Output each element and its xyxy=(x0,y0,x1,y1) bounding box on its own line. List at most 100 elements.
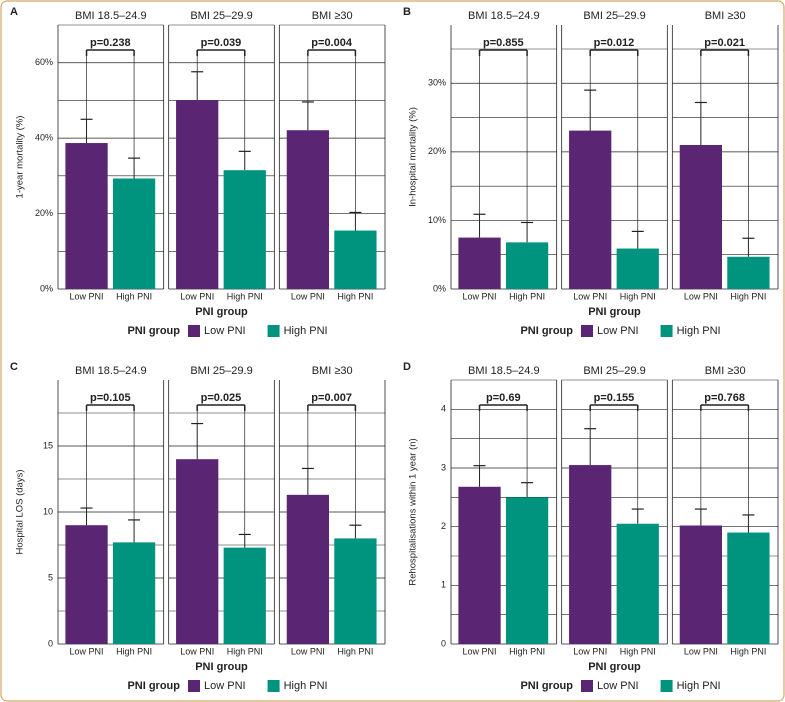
y-tick-label: 3 xyxy=(441,462,446,472)
x-tick-label: High PNI xyxy=(620,646,656,656)
x-tick-label: High PNI xyxy=(227,646,263,656)
legend-label: High PNI xyxy=(284,325,328,337)
bar xyxy=(569,465,612,644)
x-tick-label: Low PNI xyxy=(291,646,325,656)
y-tick-label: 0% xyxy=(433,283,446,293)
bar xyxy=(679,525,722,644)
panel-letter: B xyxy=(403,6,411,18)
bar xyxy=(505,242,549,289)
p-value: p=0.007 xyxy=(311,392,352,404)
panel-letter: D xyxy=(403,361,411,373)
p-value: p=0.155 xyxy=(594,392,635,404)
legend-label: Low PNI xyxy=(597,325,639,337)
x-tick-label: Low PNI xyxy=(684,646,718,656)
x-axis-label: PNI group xyxy=(588,661,641,673)
bar xyxy=(223,170,266,289)
bar xyxy=(286,494,329,644)
x-tick-label: High PNI xyxy=(116,291,152,301)
x-tick-label: High PNI xyxy=(337,646,373,656)
legend-title: PNI group xyxy=(520,680,573,692)
p-value: p=0.025 xyxy=(201,392,242,404)
y-tick-label: 0 xyxy=(441,638,446,648)
y-tick-label: 15 xyxy=(43,440,53,450)
legend-title: PNI group xyxy=(520,325,573,337)
y-tick-label: 0 xyxy=(48,638,53,648)
facet-label: BMI 18.5–24.9 xyxy=(75,365,147,377)
bar xyxy=(505,497,549,644)
panel: C Hospital LOS (days) 0 5 10 15 BMI 18.5–24.9 L… xyxy=(10,361,386,692)
x-tick-label: Low PNI xyxy=(463,291,497,301)
x-tick-label: High PNI xyxy=(730,646,766,656)
legend-swatch xyxy=(188,325,200,337)
legend-label: Low PNI xyxy=(204,680,246,692)
bar xyxy=(679,145,722,289)
p-value: p=0.69 xyxy=(486,392,521,404)
bar xyxy=(65,525,108,644)
bar xyxy=(176,100,219,290)
y-tick-label: 4 xyxy=(441,404,446,414)
panel-letter: A xyxy=(10,6,18,18)
x-tick-label: Low PNI xyxy=(684,291,718,301)
p-value: p=0.012 xyxy=(594,37,635,49)
x-axis-label: PNI group xyxy=(588,306,641,318)
legend-swatch xyxy=(267,680,280,692)
bar xyxy=(727,532,770,644)
legend-swatch xyxy=(188,680,200,692)
x-axis-label: PNI group xyxy=(195,306,248,318)
bar xyxy=(112,178,156,289)
x-tick-label: High PNI xyxy=(337,291,373,301)
p-value: p=0.768 xyxy=(704,392,745,404)
y-tick-label: 5 xyxy=(48,572,53,582)
legend-label: High PNI xyxy=(677,325,721,337)
bar xyxy=(334,230,377,289)
bar xyxy=(223,547,266,644)
p-value: p=0.855 xyxy=(483,37,524,49)
y-tick-label: 0% xyxy=(40,283,53,293)
y-tick-label: 10 xyxy=(43,506,53,516)
facet-label: BMI 25–29.9 xyxy=(583,365,645,377)
panel: D Rehospitalisations within 1 year (n) 0 1 2… xyxy=(403,361,779,692)
facet-label: BMI 18.5–24.9 xyxy=(468,10,540,22)
x-tick-label: Low PNI xyxy=(573,291,607,301)
facet-label: BMI ≥30 xyxy=(312,10,353,22)
p-value: p=0.039 xyxy=(201,37,242,49)
y-tick-label: 30% xyxy=(428,78,446,88)
facet-label: BMI 25–29.9 xyxy=(583,10,645,22)
legend-swatch xyxy=(581,325,593,337)
x-axis-label: PNI group xyxy=(195,661,248,673)
facet-label: BMI ≥30 xyxy=(312,365,353,377)
bar xyxy=(176,459,219,644)
x-tick-label: High PNI xyxy=(509,646,545,656)
panel: A 1-year mortality (%) 0% 20% 40% 60% BMI 18.5… xyxy=(10,6,386,337)
bar xyxy=(334,538,377,644)
legend-title: PNI group xyxy=(127,325,180,337)
facet-label: BMI 18.5–24.9 xyxy=(468,365,540,377)
y-tick-label: 40% xyxy=(35,133,53,143)
x-tick-label: Low PNI xyxy=(291,291,325,301)
y-tick-label: 2 xyxy=(441,521,446,531)
y-axis-label: 1-year mortality (%) xyxy=(15,116,26,199)
x-tick-label: High PNI xyxy=(730,291,766,301)
bar xyxy=(286,130,329,289)
bar xyxy=(727,256,770,289)
facet-label: BMI 18.5–24.9 xyxy=(75,10,147,22)
legend-swatch xyxy=(660,325,673,337)
facet-label: BMI 25–29.9 xyxy=(190,365,252,377)
legend-swatch xyxy=(660,680,673,692)
p-value: p=0.238 xyxy=(90,37,131,49)
x-tick-label: Low PNI xyxy=(70,291,104,301)
panel: B In-hospital mortality (%) 0% 10% 20% 30% BMI… xyxy=(403,6,779,337)
legend-label: High PNI xyxy=(677,680,721,692)
bar xyxy=(65,143,108,289)
bar xyxy=(458,237,501,289)
y-tick-label: 1 xyxy=(441,580,446,590)
y-tick-label: 20% xyxy=(428,146,446,156)
y-axis-label: In-hospital mortality (%) xyxy=(408,107,419,207)
bar xyxy=(616,248,659,289)
legend-swatch xyxy=(581,680,593,692)
x-tick-label: High PNI xyxy=(227,291,263,301)
x-tick-label: High PNI xyxy=(620,291,656,301)
x-tick-label: Low PNI xyxy=(180,291,214,301)
p-value: p=0.021 xyxy=(704,37,745,49)
y-tick-label: 10% xyxy=(428,215,446,225)
